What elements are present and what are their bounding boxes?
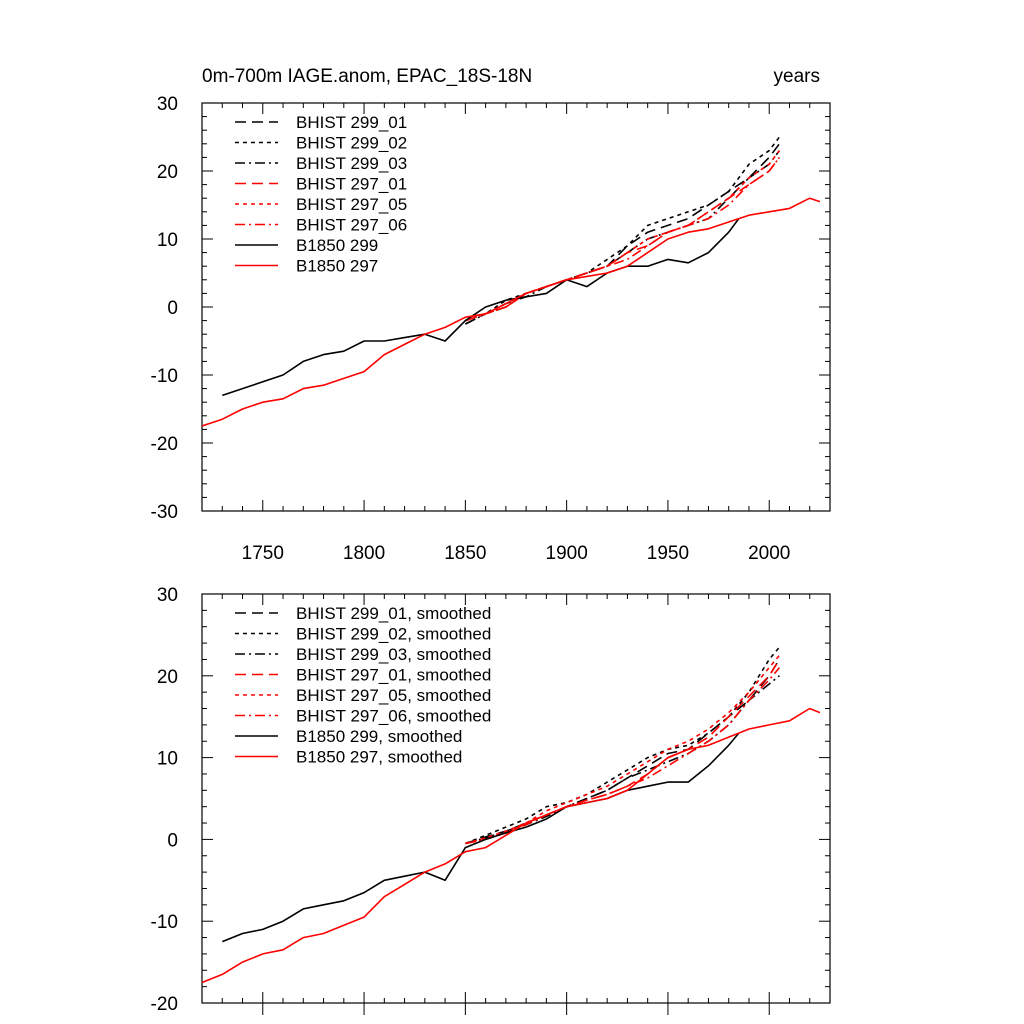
y-tick-label: 0 [167, 830, 178, 851]
series-line [465, 654, 781, 845]
y-tick-label: -30 [151, 502, 178, 523]
plot-frame [201, 593, 831, 1004]
legend-label: BHIST 297_01 [296, 175, 407, 194]
series-line [222, 732, 740, 943]
series-line [222, 218, 740, 397]
legend-label: BHIST 297_01, smoothed [296, 666, 491, 685]
legend-label: BHIST 299_01, smoothed [296, 604, 491, 623]
y-tick-label: 0 [167, 298, 178, 319]
y-tick-label: 20 [157, 162, 178, 183]
y-tick-label: 10 [157, 749, 178, 770]
legend-label: B1850 297, smoothed [296, 748, 462, 767]
x-tick-label: 1900 [546, 543, 588, 564]
series-line [465, 675, 780, 845]
legend-label: BHIST 299_01 [296, 113, 407, 132]
y-tick-label: 10 [157, 230, 178, 251]
series-line [465, 150, 781, 325]
series-line [465, 156, 781, 322]
legend-label: BHIST 299_02, smoothed [296, 625, 491, 644]
x-tick-label: 1950 [647, 543, 689, 564]
legend-label: BHIST 297_05, smoothed [296, 686, 491, 705]
series-line [465, 646, 781, 845]
legend-label: B1850 299 [296, 236, 378, 255]
y-tick-label: 30 [157, 94, 178, 115]
series-line [465, 658, 781, 845]
y-tick-label: -20 [151, 994, 178, 1015]
legend-label: BHIST 297_06 [296, 216, 407, 235]
legend-label: B1850 297 [296, 257, 378, 276]
y-tick-label: 30 [157, 585, 178, 606]
y-tick-label: 20 [157, 667, 178, 688]
x-tick-label: 1800 [343, 543, 385, 564]
top-panel-title: 0m-700m IAGE.anom, EPAC_18S-18N [202, 66, 532, 87]
x-tick-label: 1750 [242, 543, 284, 564]
series-line [465, 136, 781, 322]
series-line [465, 658, 781, 845]
legend-label: B1850 299, smoothed [296, 727, 462, 746]
series-line [202, 197, 821, 427]
legend-label: BHIST 299_03 [296, 154, 407, 173]
series-group [202, 136, 821, 427]
top-panel-units: years [774, 66, 820, 87]
x-tick-label: 1850 [444, 543, 486, 564]
series-group [202, 646, 821, 984]
bottom-panel-legend: BHIST 299_01, smoothed BHIST 299_02, smoo… [235, 604, 491, 767]
y-tick-label: -10 [151, 366, 178, 387]
legend-label: BHIST 297_05 [296, 195, 407, 214]
legend-label: BHIST 299_03, smoothed [296, 645, 491, 664]
legend-label: BHIST 297_06, smoothed [296, 707, 491, 726]
top-panel-plot: 1750 1800 1850 1900 1950 2000 -30 -20 -10 0 10 20 30 [151, 94, 831, 564]
legend-label: BHIST 299_02 [296, 134, 407, 153]
series-line [465, 143, 781, 325]
series-line [465, 150, 781, 322]
y-tick-label: -20 [151, 434, 178, 455]
y-tick-label: -10 [151, 912, 178, 933]
bottom-panel-plot: -20 -10 0 10 20 30 [151, 585, 831, 1015]
series-line [202, 707, 821, 984]
series-line [465, 667, 781, 845]
series-line [465, 156, 781, 322]
x-tick-label: 2000 [748, 543, 790, 564]
